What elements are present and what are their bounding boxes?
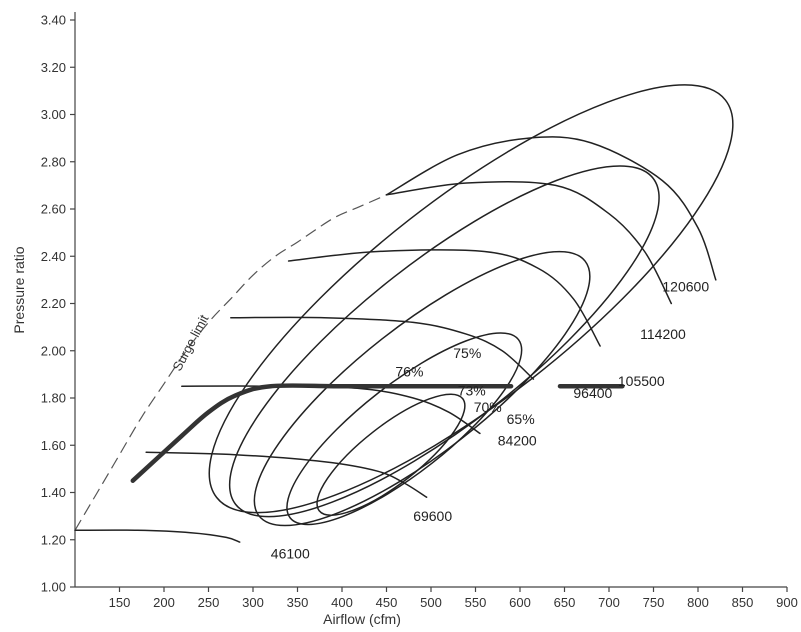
speed-line-69600 bbox=[145, 451, 428, 498]
x-axis-label: Airflow (cfm) bbox=[323, 611, 401, 627]
efficiency-contours bbox=[208, 84, 734, 527]
axes bbox=[74, 12, 787, 588]
x-tick-label: 700 bbox=[598, 595, 620, 610]
y-tick-label: 2.20 bbox=[41, 296, 66, 311]
x-tick-label: 400 bbox=[331, 595, 353, 610]
operating-line bbox=[130, 383, 625, 483]
speed-label-120600: 120600 bbox=[662, 279, 709, 295]
efficiency-contour-76pct bbox=[316, 393, 466, 516]
y-tick-label: 2.00 bbox=[41, 343, 66, 358]
x-tick-label: 600 bbox=[509, 595, 531, 610]
x-tick-label: 300 bbox=[242, 595, 264, 610]
y-tick-label: 1.20 bbox=[41, 532, 66, 547]
speed-label-96400: 96400 bbox=[573, 385, 612, 401]
x-tick-label: 850 bbox=[732, 595, 754, 610]
y-tick-label: 2.40 bbox=[41, 249, 66, 264]
speed-line-120600 bbox=[385, 136, 717, 281]
x-tick-label: 450 bbox=[376, 595, 398, 610]
efficiency-contour-75pct bbox=[286, 332, 523, 526]
speed-label-84200: 84200 bbox=[498, 432, 537, 448]
speed-line-84200 bbox=[181, 385, 481, 435]
x-tick-label: 350 bbox=[287, 595, 309, 610]
efficiency-label-76pct: 76% bbox=[395, 364, 423, 380]
x-tick-label: 550 bbox=[465, 595, 487, 610]
y-axis-label: Pressure ratio bbox=[11, 246, 27, 333]
x-tick-label: 250 bbox=[198, 595, 220, 610]
speed-line-46100 bbox=[74, 529, 241, 543]
x-tick-label: 150 bbox=[109, 595, 131, 610]
efficiency-contour-65pct bbox=[208, 84, 734, 514]
y-tick-label: 1.00 bbox=[41, 580, 66, 595]
speed-label-114200: 114200 bbox=[640, 326, 686, 342]
x-tick-label: 500 bbox=[420, 595, 442, 610]
x-tick-label: 650 bbox=[554, 595, 576, 610]
efficiency-label-70pct: 70% bbox=[474, 399, 502, 415]
x-tick-label: 800 bbox=[687, 595, 709, 610]
speed-line-96400 bbox=[230, 316, 535, 380]
y-tick-label: 2.60 bbox=[41, 202, 66, 217]
ticks: 150 200 250 300 350 400 450 500 550 600 650 700 750 8… bbox=[41, 13, 798, 611]
surge-limit-label: Surge limit bbox=[169, 312, 211, 374]
efficiency-label-73pct: 73% bbox=[458, 383, 486, 399]
speed-label-46100: 46100 bbox=[271, 546, 310, 562]
efficiency-label-75pct: 75% bbox=[453, 345, 481, 361]
efficiency-contour-70pct bbox=[228, 165, 660, 518]
speed-line-114200 bbox=[385, 180, 673, 305]
speed-lines bbox=[74, 136, 717, 543]
y-tick-label: 1.60 bbox=[41, 438, 66, 453]
labels: Airflow (cfm) Pressure ratio Surge limit… bbox=[11, 246, 709, 627]
speed-line-105500 bbox=[287, 249, 601, 347]
y-tick-label: 3.00 bbox=[41, 107, 66, 122]
surge-limit-line bbox=[74, 194, 387, 531]
x-tick-label: 900 bbox=[776, 595, 798, 610]
y-tick-label: 2.80 bbox=[41, 154, 66, 169]
efficiency-label-65pct: 65% bbox=[507, 411, 535, 427]
speed-label-105500: 105500 bbox=[618, 373, 665, 389]
y-tick-label: 1.40 bbox=[41, 485, 66, 500]
operating-line-main bbox=[130, 383, 514, 483]
y-tick-label: 1.80 bbox=[41, 391, 66, 406]
y-tick-label: 3.20 bbox=[41, 60, 66, 75]
x-tick-label: 200 bbox=[153, 595, 175, 610]
surge-limit bbox=[74, 194, 387, 531]
x-tick-label: 750 bbox=[643, 595, 665, 610]
y-tick-label: 3.40 bbox=[41, 13, 66, 28]
speed-label-69600: 69600 bbox=[413, 508, 452, 524]
